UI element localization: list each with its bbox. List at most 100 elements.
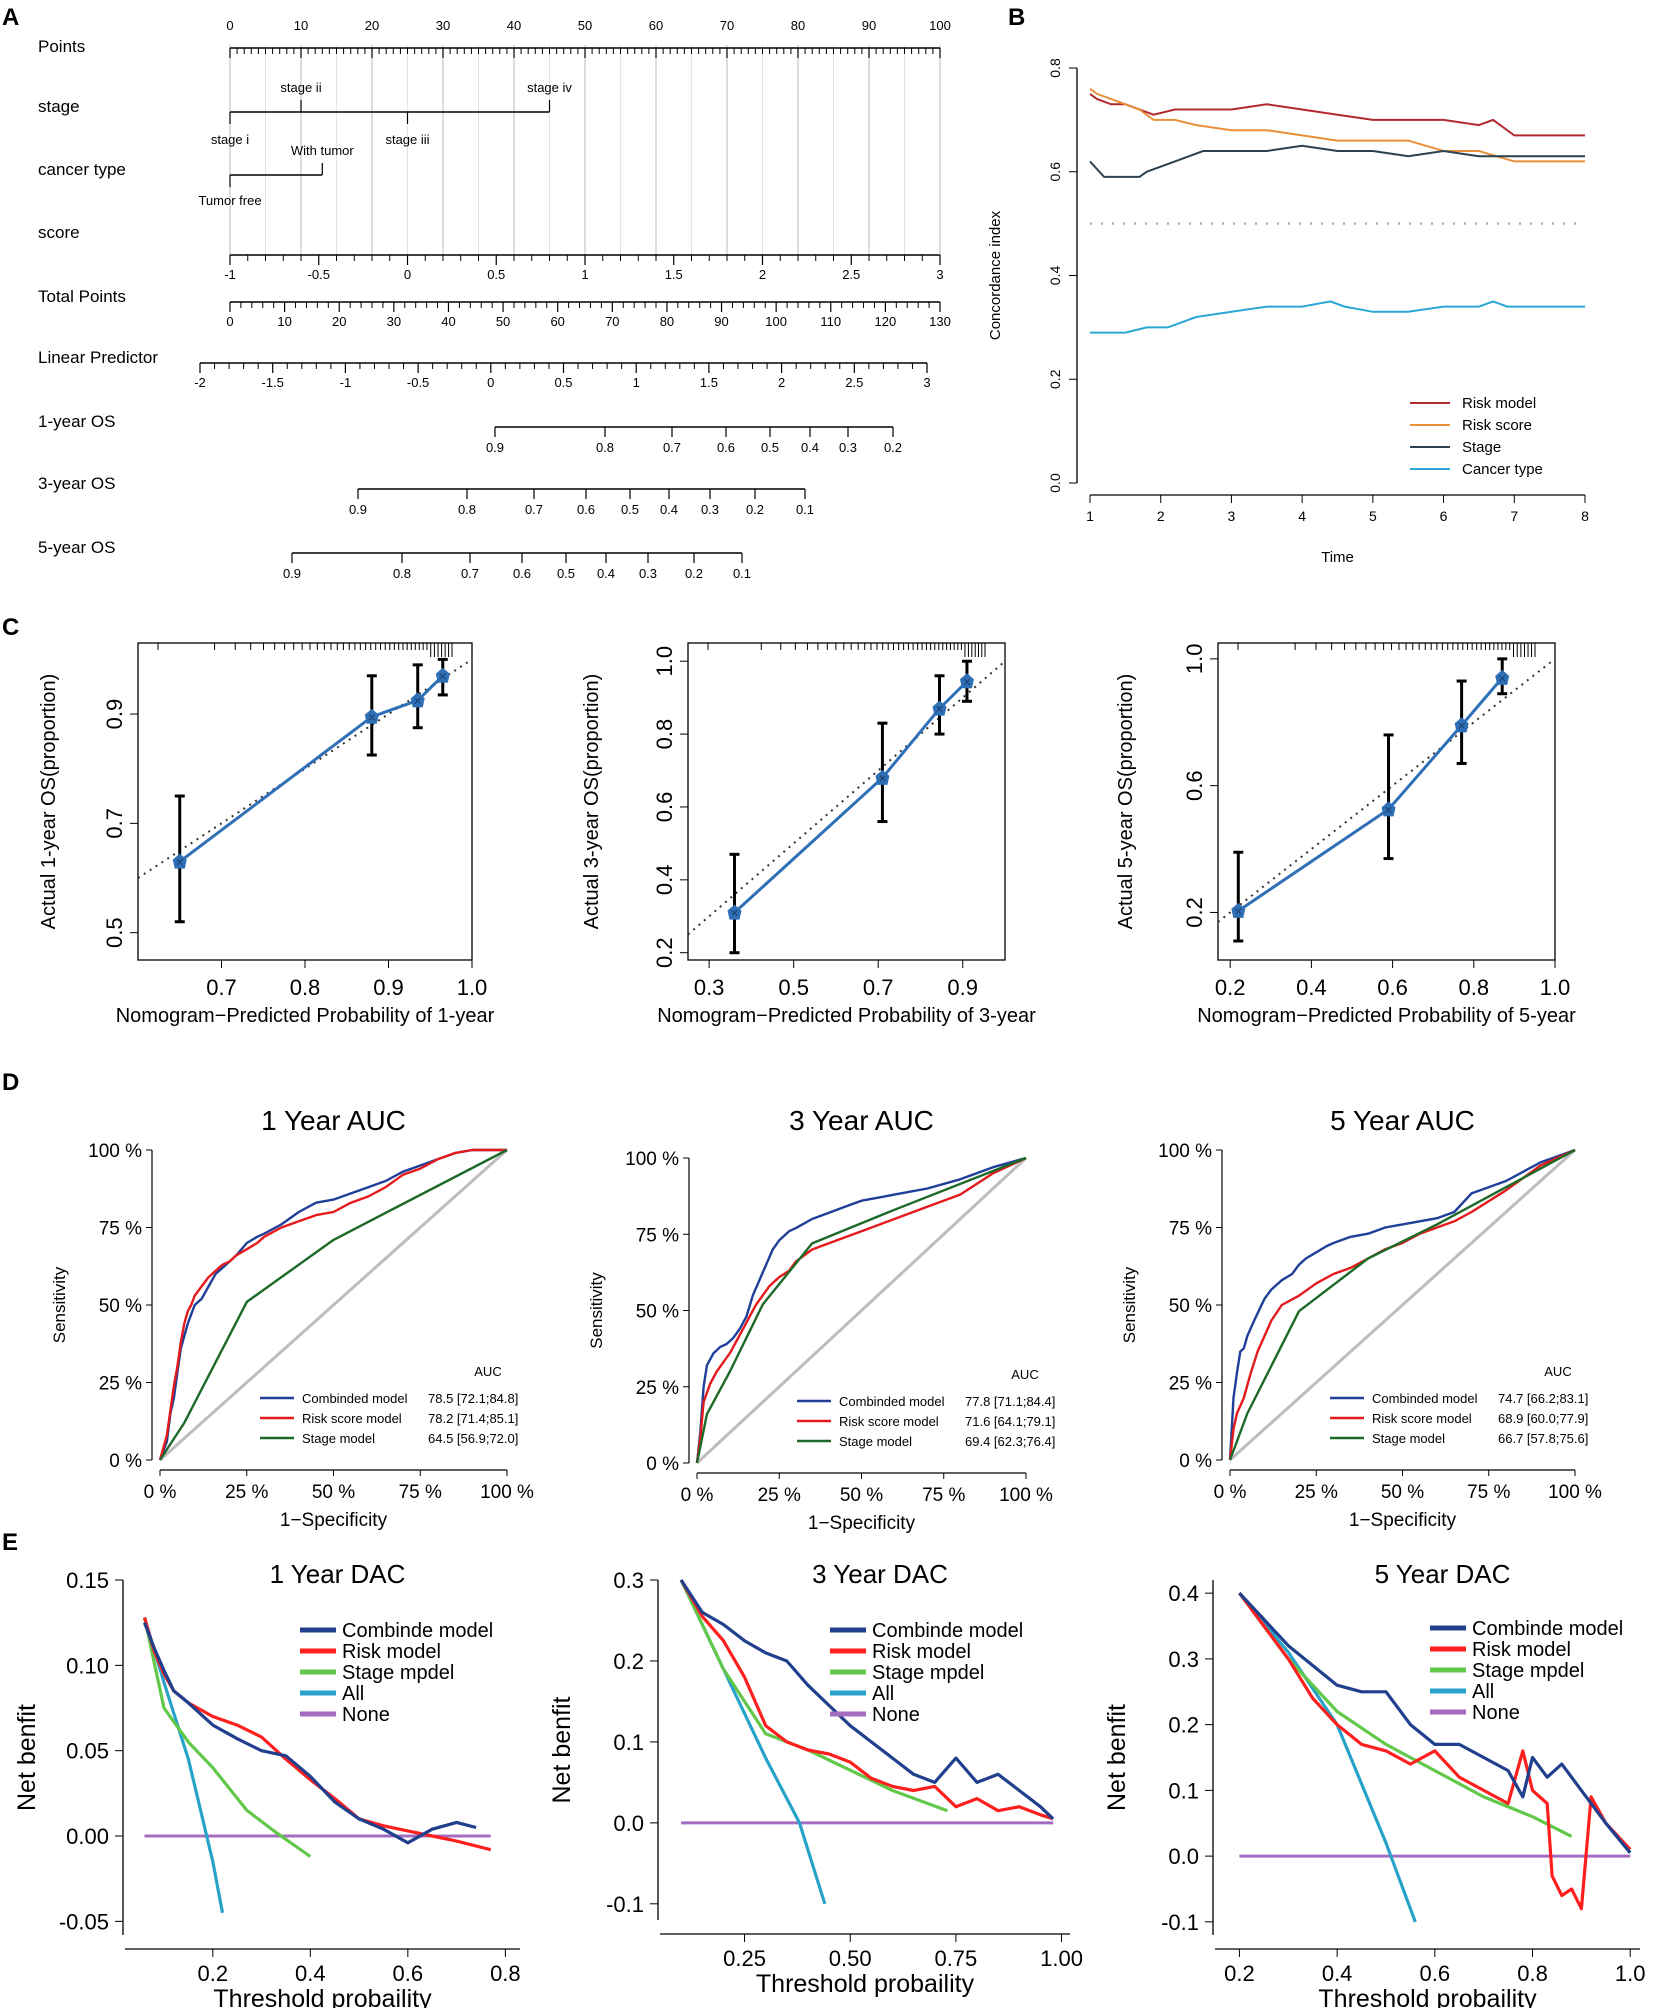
y-tick-label: 0.10 bbox=[66, 1653, 109, 1678]
calibration-point-mark: × bbox=[1458, 717, 1466, 733]
y-tick-label: 0.9 bbox=[102, 699, 127, 730]
total-points-tick-label: 40 bbox=[441, 314, 455, 329]
x-tick-label: 2 bbox=[1157, 508, 1165, 524]
score-tick-label: 0 bbox=[404, 267, 411, 282]
y-axis-label: Actual 3-year OS(proportion) bbox=[581, 674, 603, 930]
os-tick-label: 0.8 bbox=[596, 440, 614, 455]
os-tick-label: 0.9 bbox=[349, 502, 367, 517]
cancer-type-level-label: Tumor free bbox=[198, 193, 261, 208]
legend-label: Stage mpdel bbox=[342, 1662, 454, 1684]
y-tick-label: 100 % bbox=[88, 1141, 142, 1162]
y-tick-label: 0.6 bbox=[1047, 162, 1063, 182]
legend-label: Stage model bbox=[1372, 1431, 1445, 1446]
chance-diagonal bbox=[695, 1156, 1028, 1465]
x-tick-label: 75 % bbox=[922, 1485, 965, 1506]
os-tick-label: 0.9 bbox=[486, 440, 504, 455]
x-tick-label: 0.2 bbox=[1215, 975, 1246, 1000]
y-tick-label: -0.1 bbox=[1161, 1910, 1199, 1935]
calibration-point-mark: × bbox=[1384, 801, 1392, 817]
panel-label-c: C bbox=[2, 614, 19, 641]
score-tick-label: 2 bbox=[759, 267, 766, 282]
x-tick-label: 1.0 bbox=[1615, 1961, 1646, 1986]
calibration-charts: 0.7 0.8 0.9 1.0 0.5 0.7 0.9 Nomogram−Predicted … bbox=[38, 642, 1576, 1027]
x-tick-label: 1 bbox=[1086, 508, 1094, 524]
x-tick-label: 7 bbox=[1510, 508, 1518, 524]
total-points-tick-label: 70 bbox=[605, 314, 619, 329]
legend-header: AUC bbox=[1011, 1367, 1038, 1382]
x-tick-label: 50 % bbox=[312, 1482, 355, 1503]
y-tick-label: 0.2 bbox=[613, 1649, 644, 1674]
x-tick-label: 0.8 bbox=[290, 975, 321, 1000]
roc-title: 5 Year AUC bbox=[1330, 1105, 1475, 1136]
legend-auc: 74.7 [66.2;83.1] bbox=[1498, 1391, 1588, 1406]
x-axis-label: 1−Specificity bbox=[280, 1510, 388, 1531]
legend-label: All bbox=[342, 1683, 364, 1705]
panel-labels: A B C D E bbox=[2, 4, 1025, 1556]
x-tick-label: 1.0 bbox=[1540, 975, 1571, 1000]
os-tick-label: 0.6 bbox=[513, 566, 531, 581]
total-points-tick-label: 10 bbox=[277, 314, 291, 329]
os-tick-label: 0.2 bbox=[884, 440, 902, 455]
y-tick-label: 0 % bbox=[646, 1454, 679, 1475]
total-points-tick-label: 20 bbox=[332, 314, 346, 329]
x-tick-label: 0 % bbox=[1214, 1482, 1247, 1503]
calibration-point-mark: × bbox=[935, 701, 943, 717]
calibration-point-mark: × bbox=[1498, 670, 1506, 686]
x-tick-label: 0.8 bbox=[1458, 975, 1489, 1000]
legend-label: Combinded model bbox=[1372, 1391, 1478, 1406]
linear-predictor-tick-label: -2 bbox=[194, 375, 206, 390]
linear-predictor-tick-label: 2.5 bbox=[845, 375, 863, 390]
nomogram-panel: Points stage cancer type score Total Points L… bbox=[38, 18, 951, 581]
y-tick-label: 0.2 bbox=[1182, 897, 1207, 928]
dca-title: 1 Year DAC bbox=[270, 1559, 406, 1589]
y-tick-label: -0.1 bbox=[606, 1892, 644, 1917]
x-axis-label: Threshold probaility bbox=[756, 1970, 975, 1998]
total-points-tick-label: 50 bbox=[496, 314, 510, 329]
y-tick-label: 0.1 bbox=[613, 1730, 644, 1755]
calibration-point bbox=[172, 853, 187, 869]
legend-label: Stage mpdel bbox=[1472, 1660, 1584, 1682]
dca-curve bbox=[1238, 1592, 1632, 1911]
points-tick-label: 60 bbox=[649, 18, 663, 33]
series-line bbox=[1089, 144, 1585, 178]
nomogram-row-label: 3-year OS bbox=[38, 474, 115, 493]
y-axis-label: Concordance index bbox=[987, 210, 1004, 340]
x-axis-label: 1−Specificity bbox=[808, 1513, 916, 1534]
linear-predictor-tick-label: 3 bbox=[923, 375, 930, 390]
os-tick-label: 0.5 bbox=[557, 566, 575, 581]
panel-label-a: A bbox=[2, 4, 19, 31]
x-axis-label: Nomogram−Predicted Probability of 5-year bbox=[1197, 1005, 1576, 1027]
legend-label: Combinde model bbox=[872, 1620, 1023, 1642]
roc-title: 3 Year AUC bbox=[789, 1105, 934, 1136]
calibration-line bbox=[733, 680, 969, 914]
decision-curve-charts: -0.050.000.050.100.150.2 0.4 0.6 0.8Thresho… bbox=[13, 1559, 1646, 2008]
x-tick-label: 0.4 bbox=[295, 1961, 326, 1986]
panel-label-d: D bbox=[2, 1069, 19, 1096]
os-tick-label: 0.1 bbox=[796, 502, 814, 517]
calibration-point-mark: × bbox=[878, 770, 886, 786]
x-tick-label: 0.9 bbox=[373, 975, 404, 1000]
os-tick-label: 0.8 bbox=[393, 566, 411, 581]
x-tick-label: 0.4 bbox=[1322, 1961, 1353, 1986]
y-tick-label: 1.0 bbox=[652, 646, 677, 677]
roc-curve bbox=[695, 1156, 1027, 1464]
linear-predictor-tick-label: 1 bbox=[633, 375, 640, 390]
x-axis-label: 1−Specificity bbox=[1349, 1510, 1457, 1531]
roc-curve bbox=[1228, 1148, 1576, 1461]
roc-curve bbox=[695, 1156, 1027, 1464]
y-axis-label: Actual 1-year OS(proportion) bbox=[38, 674, 60, 930]
total-points-tick-label: 120 bbox=[875, 314, 897, 329]
legend-header: AUC bbox=[1544, 1364, 1571, 1379]
points-tick-label: 40 bbox=[507, 18, 521, 33]
x-axis-label: Nomogram−Predicted Probability of 1-year bbox=[116, 1005, 495, 1027]
y-tick-label: 25 % bbox=[636, 1378, 679, 1399]
y-tick-label: 0.2 bbox=[1047, 369, 1063, 389]
y-tick-label: 1.0 bbox=[1182, 644, 1207, 675]
os-tick-label: 0.8 bbox=[458, 502, 476, 517]
legend-label: Risk score model bbox=[839, 1414, 939, 1429]
panel-label-e: E bbox=[2, 1529, 18, 1556]
y-tick-label: 25 % bbox=[99, 1374, 142, 1395]
total-points-tick-label: 80 bbox=[660, 314, 674, 329]
y-tick-label: 0.4 bbox=[1047, 266, 1063, 286]
x-tick-label: 25 % bbox=[758, 1485, 801, 1506]
